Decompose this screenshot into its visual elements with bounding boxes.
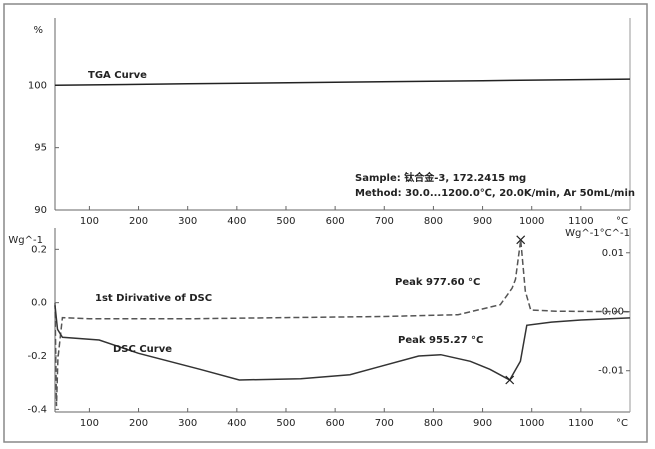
peak-marker: [505, 375, 515, 385]
x-tick-label: 700: [375, 216, 394, 227]
x-tick-label: 400: [227, 418, 246, 429]
x-tick-label: 800: [424, 216, 443, 227]
y-tick-label: 0.0: [31, 298, 47, 309]
y-axis-label: Wg^-1: [8, 235, 43, 246]
x-tick-label: 1000: [519, 216, 544, 227]
x-tick-label: 200: [129, 418, 148, 429]
x-tick-label: 200: [129, 216, 148, 227]
x-tick-label: 100: [80, 418, 99, 429]
y-tick-label: 90: [34, 205, 47, 216]
x-tick-label: 300: [178, 418, 197, 429]
y2-axis-label: Wg^-1°C^-1: [565, 228, 630, 239]
x-tick-label: 1100: [568, 216, 593, 227]
x-tick-label: 1000: [519, 418, 544, 429]
y2-tick-label: 0.01: [602, 248, 624, 259]
x-tick-label: 900: [473, 216, 492, 227]
y-tick-label: -0.2: [27, 351, 47, 362]
x-tick-label: 800: [424, 418, 443, 429]
note: Method: 30.0...1200.0℃, 20.0K/min, Ar 50…: [355, 188, 635, 199]
series-line: [54, 78, 631, 87]
x-tick-label: 100: [80, 216, 99, 227]
x-axis-label: °C: [616, 418, 628, 429]
x-tick-label: 600: [326, 216, 345, 227]
x-tick-label: 500: [276, 418, 295, 429]
y-tick-label: 95: [34, 143, 47, 154]
y-tick-label: 100: [28, 80, 47, 91]
frame: [3, 3, 648, 443]
series-line: [54, 239, 631, 407]
annotation: Peak 955.27 °C: [398, 335, 483, 346]
y2-tick-label: -0.01: [598, 366, 624, 377]
annotation: Peak 977.60 °C: [395, 277, 480, 288]
x-tick-label: 600: [326, 418, 345, 429]
y2-tick-label: 0.00: [602, 307, 624, 318]
series-label: DSC Curve: [113, 344, 172, 355]
series-line: [54, 305, 631, 382]
x-axis-label: °C: [616, 216, 628, 227]
x-tick-label: 400: [227, 216, 246, 227]
series-label: TGA Curve: [88, 70, 147, 81]
x-tick-label: 900: [473, 418, 492, 429]
series-label: 1st Dirivative of DSC: [95, 293, 212, 304]
y-tick-label: 0.2: [31, 244, 47, 255]
peak-marker: [516, 235, 526, 245]
x-tick-label: 300: [178, 216, 197, 227]
note: Sample: 钛合金-3, 172.2415 mg: [355, 171, 526, 184]
x-tick-label: 500: [276, 216, 295, 227]
x-tick-label: 700: [375, 418, 394, 429]
y-axis-label: %: [33, 25, 43, 36]
x-tick-label: 1100: [568, 418, 593, 429]
y-tick-label: -0.4: [27, 404, 47, 415]
